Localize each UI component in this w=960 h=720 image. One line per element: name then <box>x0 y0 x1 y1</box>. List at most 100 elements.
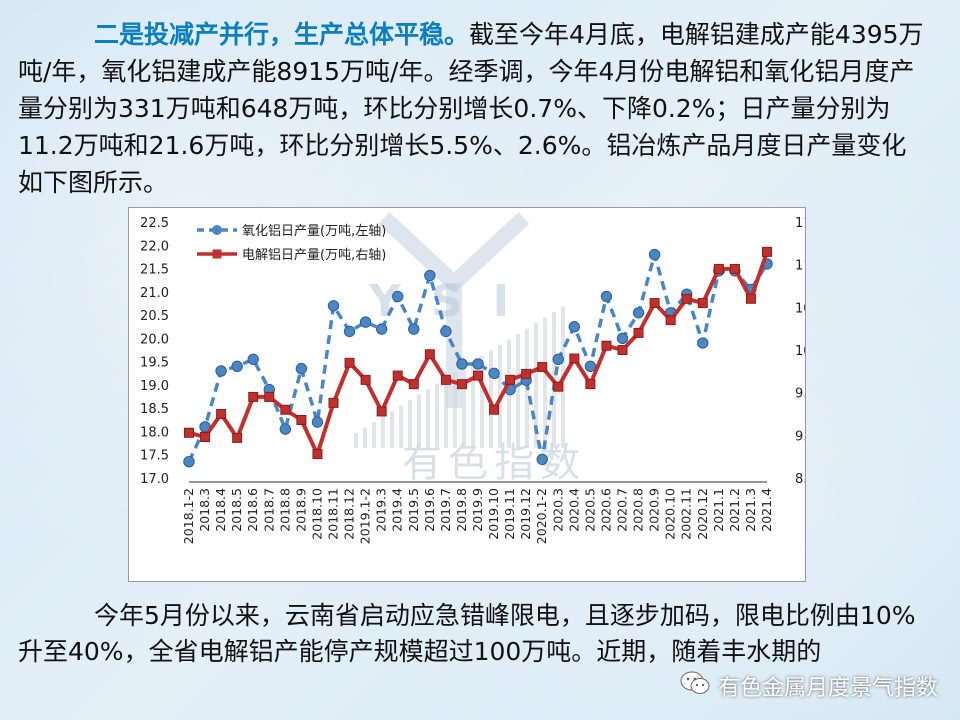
footer-brand-label: 有色金属月度景气指数 <box>717 676 938 701</box>
x-tick-label: 2019.6 <box>422 488 437 532</box>
electrolytic-data-point <box>665 315 676 326</box>
alumina-data-point <box>472 358 484 370</box>
y-right-tick-label: 10.5 <box>795 301 805 316</box>
electrolytic-data-point <box>489 404 500 415</box>
watermark-bar <box>381 416 385 448</box>
x-tick-label: 2018.7 <box>261 488 276 532</box>
alumina-data-point <box>311 416 324 428</box>
y-left-tick-label: 19.5 <box>140 356 169 371</box>
electrolytic-data-point <box>473 370 483 381</box>
paragraph-body: 截至今年4月底，电解铝建成产能4395万吨/年，氧化铝建成产能8915万吨/年。… <box>18 20 924 197</box>
alumina-data-point <box>215 365 227 377</box>
watermark-bar <box>408 400 412 448</box>
watermark-bar <box>435 383 439 448</box>
electrolytic-data-point <box>296 414 307 425</box>
electrolytic-data-point <box>424 349 435 360</box>
electrolytic-data-point <box>248 391 259 402</box>
alumina-data-point <box>231 360 243 372</box>
alumina-data-point <box>440 325 452 338</box>
alumina-data-point <box>408 323 420 335</box>
alumina-data-point <box>183 456 195 468</box>
x-tick-label: 2020.9 <box>647 488 662 532</box>
y-left-tick-label: 20.0 <box>140 332 169 347</box>
x-tick-label: 2018.6 <box>245 488 260 532</box>
x-tick-label: 2019.3 <box>374 488 389 532</box>
alumina-data-point <box>327 300 340 312</box>
y-right-tick-label: 11.0 <box>795 259 805 274</box>
watermark-bar <box>516 334 520 448</box>
watermark-bar <box>462 367 466 448</box>
x-tick-label: 2018.11 <box>326 488 341 540</box>
electrolytic-data-point <box>762 246 772 257</box>
y-axis-right: 8.5 9.0 9.5 10.0 10.5 11.0 11.5 <box>795 216 824 487</box>
x-tick-label: 2002.11 <box>679 488 694 540</box>
x-axis: 2018.1-2 2018.3 2018.4 2018.5 2018.6 2018.7 20… <box>181 481 774 544</box>
alumina-data-point <box>392 290 404 303</box>
x-tick-label: 2021.4 <box>759 488 774 532</box>
intro-paragraph: 二是投减产并行，生产总体平稳。截至今年4月底，电解铝建成产能4395万吨/年，氧… <box>18 16 928 201</box>
electrolytic-data-point <box>456 379 467 390</box>
electrolytic-data-point <box>617 345 628 355</box>
alumina-data-point <box>295 362 308 375</box>
footer-brand[interactable]: 有色金属月度景气指数 <box>680 670 938 702</box>
electrolytic-data-point <box>681 293 692 304</box>
followup-paragraph: 今年5月份以来，云南省启动应急错峰限电，且逐步加码，限电比例由10%升至40%，… <box>18 598 928 670</box>
x-tick-label: 2020.5 <box>582 488 597 532</box>
y-left-tick-label: 22.5 <box>140 216 169 231</box>
x-tick-label: 2020.4 <box>566 488 581 532</box>
watermark-bar <box>354 433 358 448</box>
legend-marker <box>212 249 222 259</box>
watermark-bar <box>390 411 394 448</box>
alumina-data-point <box>456 358 468 370</box>
electrolytic-data-point <box>729 263 740 274</box>
x-tick-label: 2019.11 <box>502 488 517 540</box>
x-tick-label: 2018.1-2 <box>181 488 196 544</box>
y-left-tick-label: 18.0 <box>140 425 169 440</box>
x-tick-label: 2019.12 <box>518 488 533 540</box>
paragraph-lead-heading: 二是投减产并行，生产总体平稳。 <box>94 20 470 49</box>
x-tick-label: 2021.1 <box>711 488 726 532</box>
alumina-data-point <box>279 423 292 435</box>
x-tick-label: 2018.10 <box>309 488 324 540</box>
watermark-bar <box>426 389 430 448</box>
x-tick-label: 2020.10 <box>663 488 678 540</box>
electrolytic-data-point <box>200 432 211 443</box>
watermark-bar <box>480 356 484 448</box>
electrolytic-data-point <box>505 374 516 385</box>
watermark-bar <box>363 427 367 448</box>
x-tick-label: 2020.6 <box>598 488 613 532</box>
electrolytic-data-point <box>585 379 596 390</box>
series-lines <box>183 246 773 468</box>
alumina-data-point <box>697 337 709 349</box>
electrolytic-data-point <box>264 391 275 402</box>
chart-legend: 氧化铝日产量(万吨,左轴) 电解铝日产量(万吨,右轴) <box>197 224 386 263</box>
y-left-tick-label: 22.0 <box>140 239 169 254</box>
alumina-data-point <box>488 367 500 379</box>
x-tick-label: 2018.3 <box>197 488 212 532</box>
electrolytic-data-point <box>280 404 291 415</box>
alumina-data-point <box>632 307 645 319</box>
watermark-logo-shape <box>378 212 530 294</box>
watermark-bar <box>543 317 547 448</box>
wechat-icon <box>680 670 710 702</box>
x-tick-label: 2020.1-2 <box>534 488 549 544</box>
electrolytic-data-point <box>601 340 612 351</box>
x-tick-label: 2020.7 <box>615 488 630 532</box>
electrolytic-data-point <box>521 368 532 379</box>
x-tick-label: 2019.10 <box>486 488 501 540</box>
y-right-tick-label: 11.5 <box>795 216 805 231</box>
electrolytic-data-point <box>232 432 243 443</box>
y-left-tick-label: 21.0 <box>140 286 169 301</box>
x-tick-label: 2018.5 <box>229 488 244 532</box>
alumina-data-point <box>375 323 388 335</box>
x-tick-label: 2021.2 <box>727 488 742 532</box>
x-tick-label: 2018.4 <box>213 488 228 532</box>
x-tick-label: 2020.3 <box>550 488 565 532</box>
electrolytic-data-point <box>649 298 660 309</box>
x-tick-label: 2019.8 <box>454 488 469 532</box>
x-tick-label: 2021.3 <box>743 488 758 532</box>
electrolytic-data-point <box>553 381 564 392</box>
watermark-bar <box>399 405 403 448</box>
x-tick-label: 2020.8 <box>631 488 646 532</box>
